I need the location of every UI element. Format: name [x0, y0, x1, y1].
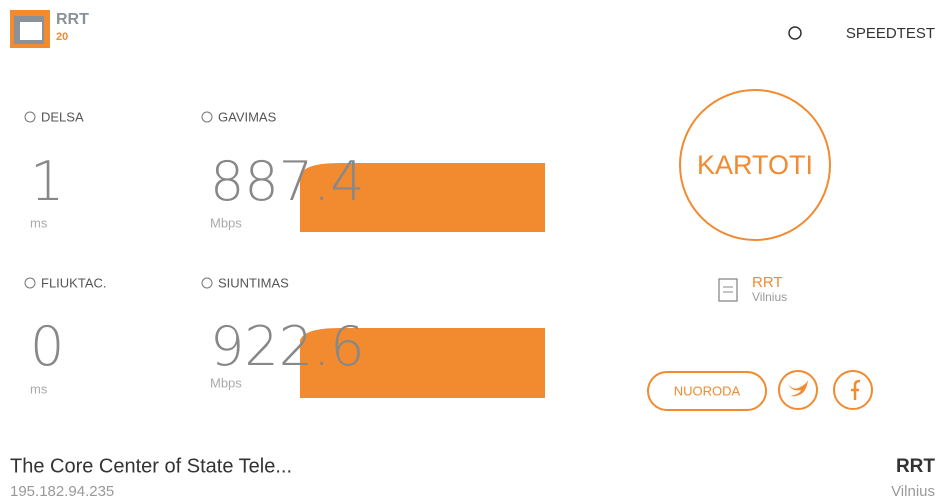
- speed-graph: [300, 328, 545, 398]
- provider-name: RRT: [896, 456, 935, 477]
- metric-unit: Mbps: [210, 375, 242, 390]
- isp-name: The Core Center of State Tele...: [10, 455, 292, 477]
- metric-value: 1: [30, 150, 64, 213]
- server-name[interactable]: RRT: [752, 274, 783, 291]
- metric-gavimas: GAVIMAS 887.4 Mbps: [201, 109, 545, 232]
- metric-value: 887.4: [210, 150, 365, 213]
- icon: [24, 111, 36, 123]
- metric-label: GAVIMAS: [218, 109, 277, 124]
- twitter-icon: [788, 380, 808, 397]
- server-city: Vilnius: [752, 290, 787, 304]
- icon: [24, 277, 36, 289]
- twitter-button[interactable]: [778, 370, 818, 410]
- icon: [201, 277, 213, 289]
- metric-label: SIUNTIMAS: [218, 275, 289, 290]
- server-icon: [718, 278, 738, 302]
- speed-graph: [300, 163, 545, 232]
- metric-unit: ms: [30, 215, 48, 230]
- retry-circle[interactable]: [679, 89, 831, 241]
- metric-value: 922.6: [210, 315, 365, 378]
- metric-value: 0: [30, 315, 64, 378]
- metric-delsa: DELSA 1 ms: [24, 109, 84, 230]
- logo: [10, 10, 50, 48]
- logo-text: RRT: [56, 11, 89, 28]
- metric-fliuktac: FLIUKTAC. 0 ms: [24, 275, 107, 396]
- retry-button[interactable]: KARTOTI: [679, 89, 831, 241]
- facebook-icon: [851, 379, 861, 400]
- share-label[interactable]: NUORODA: [674, 383, 741, 398]
- metric-label: FLIUKTAC.: [41, 275, 107, 290]
- share-link[interactable]: NUORODA: [647, 371, 767, 411]
- icon: [201, 111, 213, 123]
- metric-label: DELSA: [41, 109, 84, 124]
- facebook-button[interactable]: [833, 370, 873, 410]
- share-pill[interactable]: [647, 371, 767, 411]
- logo-years: 20: [56, 31, 68, 43]
- ip-address: 195.182.94.235: [10, 483, 114, 500]
- metric-unit: Mbps: [210, 215, 242, 230]
- provider-city: Vilnius: [891, 483, 935, 500]
- speedtest-link[interactable]: SPEEDTEST: [846, 25, 935, 42]
- speedtest-icon: [788, 26, 802, 40]
- metric-unit: ms: [30, 381, 48, 396]
- retry-label[interactable]: KARTOTI: [697, 150, 813, 180]
- metric-siuntimas: SIUNTIMAS 922.6 Mbps: [201, 275, 545, 398]
